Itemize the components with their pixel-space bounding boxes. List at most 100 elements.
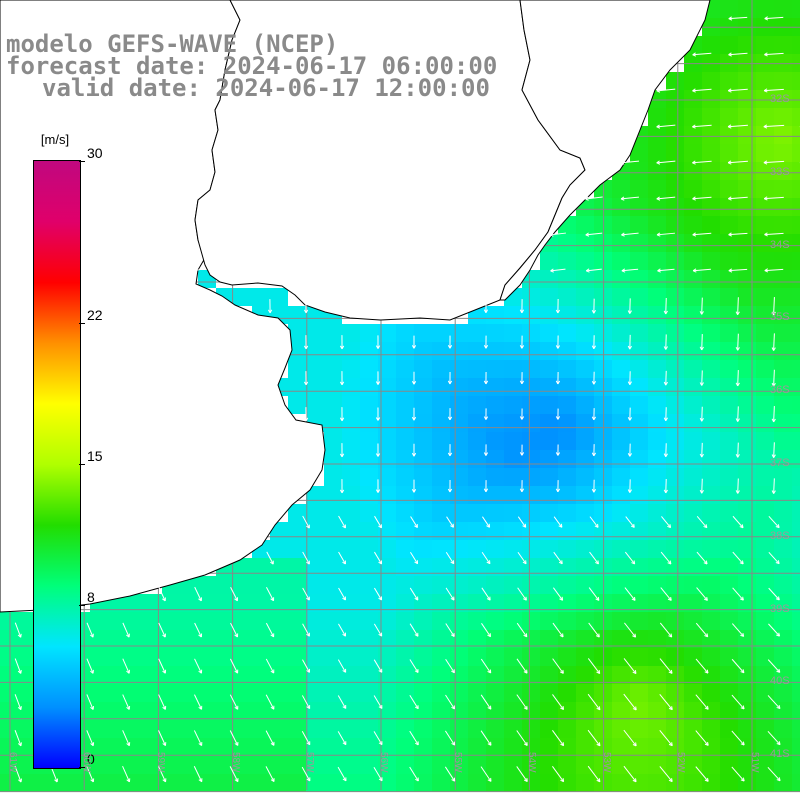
- speed-cell: [630, 162, 648, 180]
- speed-cell: [648, 378, 666, 396]
- wind-arrow: [374, 587, 383, 601]
- speed-cell: [324, 360, 342, 378]
- speed-cell: [450, 558, 468, 576]
- speed-cell: [774, 72, 792, 90]
- speed-cell: [630, 360, 648, 378]
- speed-cell: [468, 702, 486, 720]
- speed-cell: [774, 342, 792, 360]
- speed-cell: [576, 666, 594, 684]
- speed-cell: [738, 504, 756, 522]
- speed-cell: [324, 558, 342, 576]
- speed-cell: [432, 558, 450, 576]
- speed-cell: [450, 342, 468, 360]
- speed-cell: [666, 198, 684, 216]
- speed-cell: [450, 504, 468, 522]
- speed-cell: [576, 468, 594, 486]
- speed-cell: [684, 648, 702, 666]
- speed-cell: [792, 0, 800, 18]
- speed-cell: [396, 396, 414, 414]
- speed-cell: [450, 756, 468, 774]
- speed-cell: [666, 180, 684, 198]
- speed-cell: [576, 738, 594, 756]
- wind-arrow: [657, 268, 675, 273]
- speed-cell: [540, 378, 558, 396]
- latitude-label: 33S: [770, 165, 790, 178]
- speed-cell: [252, 720, 270, 738]
- wind-arrow: [301, 731, 311, 746]
- longitude-label: 57W: [303, 752, 315, 773]
- speed-cell: [126, 774, 144, 792]
- speed-cell: [468, 576, 486, 594]
- longitude-label: 53W: [600, 752, 612, 773]
- speed-cell: [612, 702, 630, 720]
- speed-cell: [738, 216, 756, 234]
- wind-arrow: [625, 516, 635, 528]
- speed-cell: [756, 486, 774, 504]
- speed-cell: [342, 414, 360, 432]
- wind-arrow: [519, 335, 525, 349]
- wind-arrow: [627, 407, 633, 421]
- colorbar-tick-label: 15: [87, 448, 103, 464]
- speed-cell: [504, 612, 522, 630]
- speed-cell: [558, 360, 576, 378]
- speed-cell: [702, 198, 720, 216]
- speed-cell: [684, 558, 702, 576]
- speed-cell: [702, 234, 720, 252]
- speed-cell: [738, 612, 756, 630]
- wind-arrow: [302, 659, 311, 673]
- speed-cell: [666, 450, 684, 468]
- speed-cell: [414, 504, 432, 522]
- speed-cell: [594, 774, 612, 792]
- speed-cell: [450, 486, 468, 504]
- speed-cell: [324, 540, 342, 558]
- speed-cell: [306, 702, 324, 720]
- speed-cell: [108, 612, 126, 630]
- speed-cell: [648, 306, 666, 324]
- speed-cell: [648, 252, 666, 270]
- speed-cell: [666, 216, 684, 234]
- speed-cell: [108, 774, 126, 792]
- speed-cell: [792, 540, 800, 558]
- speed-cell: [774, 324, 792, 342]
- wind-arrow: [302, 515, 310, 529]
- speed-cell: [180, 630, 198, 648]
- wind-arrow: [373, 731, 383, 746]
- speed-cell: [486, 342, 504, 360]
- speed-cell: [396, 468, 414, 486]
- speed-cell: [126, 594, 144, 612]
- speed-cell: [720, 288, 738, 306]
- speed-cell: [720, 324, 738, 342]
- speed-cell: [378, 324, 396, 342]
- speed-cell: [630, 252, 648, 270]
- speed-cell: [702, 288, 720, 306]
- speed-cell: [540, 486, 558, 504]
- speed-cell: [468, 756, 486, 774]
- speed-cell: [522, 522, 540, 540]
- wind-arrow: [411, 371, 417, 385]
- wind-arrow: [727, 160, 748, 165]
- speed-cell: [684, 270, 702, 288]
- speed-cell: [594, 288, 612, 306]
- speed-cell: [540, 756, 558, 774]
- speed-cell: [720, 594, 738, 612]
- wind-arrow: [587, 658, 601, 674]
- speed-cell: [342, 558, 360, 576]
- wind-arrow: [553, 551, 563, 565]
- speed-cell: [216, 666, 234, 684]
- speed-cell: [630, 270, 648, 288]
- speed-cell: [738, 270, 756, 288]
- speed-cell: [252, 630, 270, 648]
- speed-cell: [792, 504, 800, 522]
- wind-arrow: [122, 622, 130, 638]
- speed-cell: [324, 666, 342, 684]
- speed-cell: [684, 396, 702, 414]
- speed-cell: [648, 234, 666, 252]
- speed-cell: [558, 468, 576, 486]
- wind-arrow: [481, 587, 491, 601]
- speed-cell: [738, 234, 756, 252]
- speed-cell: [360, 342, 378, 360]
- speed-cell: [792, 108, 800, 126]
- speed-cell: [396, 774, 414, 792]
- speed-cell: [702, 54, 720, 72]
- wind-arrow: [549, 232, 566, 237]
